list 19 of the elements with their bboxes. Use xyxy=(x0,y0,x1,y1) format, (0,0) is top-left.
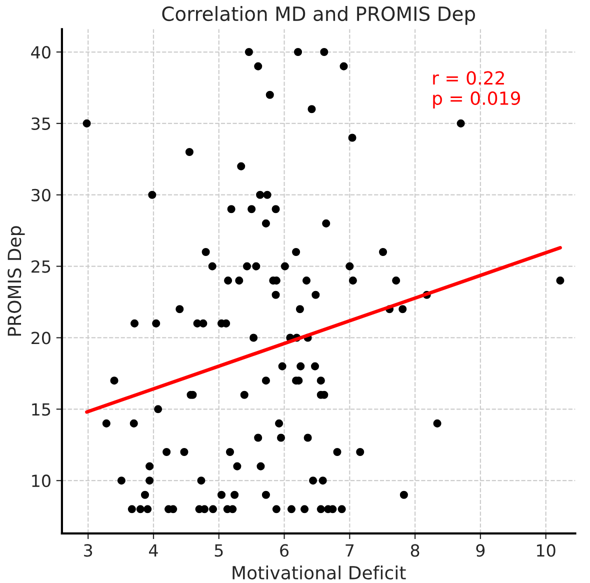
x-tick-label: 6 xyxy=(280,544,289,557)
x-tick-label: 9 xyxy=(476,544,485,557)
chart-title: Correlation MD and PROMIS Dep xyxy=(162,6,476,25)
x-tick-label: 8 xyxy=(410,544,420,557)
y-tick-label: 25 xyxy=(32,260,50,273)
x-tick-label: 4 xyxy=(149,544,158,557)
y-tick-label: 20 xyxy=(32,332,50,344)
x-tick-label: 7 xyxy=(346,544,354,557)
x-tick-label: 5 xyxy=(214,544,223,557)
y-tick-label: 15 xyxy=(32,403,50,416)
y-tick-label: 10 xyxy=(32,474,50,488)
y-axis-title: PROMIS Dep xyxy=(8,226,25,336)
annotation: r = 0.22 p = 0.019 xyxy=(433,71,520,109)
y-tick-label: 35 xyxy=(32,117,50,130)
x-tick-label: 10 xyxy=(537,544,556,557)
y-tick-label: 40 xyxy=(31,46,50,59)
y-tick-label: 30 xyxy=(32,188,50,202)
x-tick-label: 3 xyxy=(84,544,92,557)
x-axis-title: Motivational Deficit xyxy=(232,566,406,580)
